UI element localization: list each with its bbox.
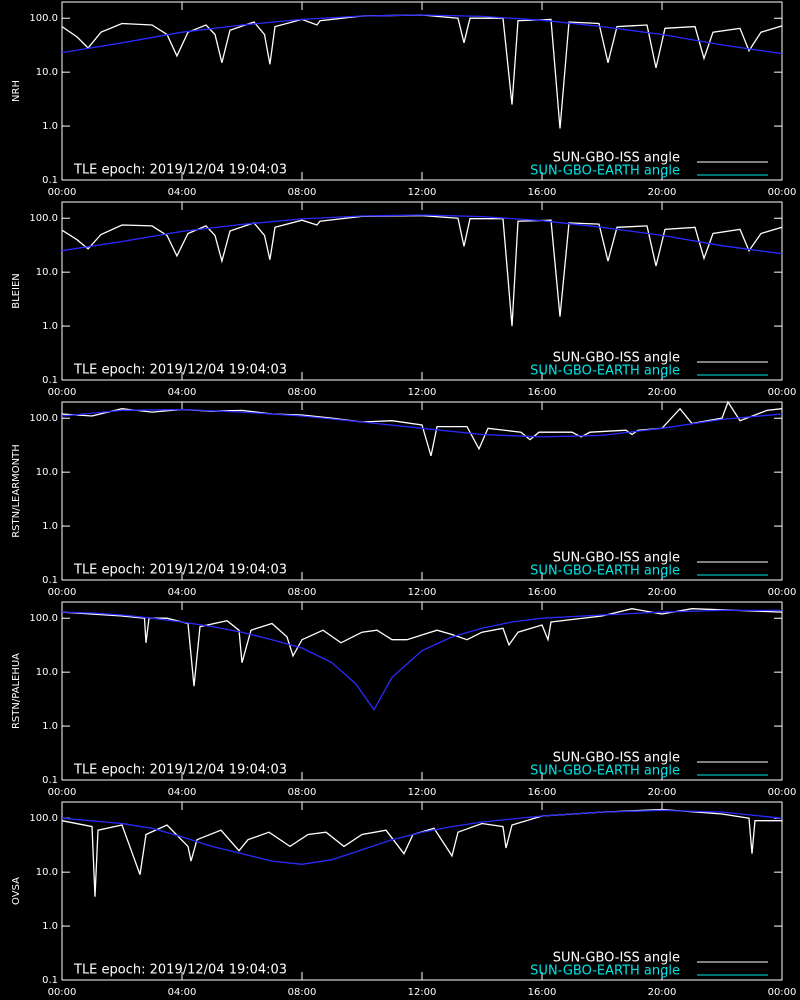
x-tick-label: 08:00 — [288, 787, 317, 798]
y-axis-label: NRH — [11, 80, 22, 102]
y-tick-label: 1.0 — [42, 321, 58, 332]
series-line — [61, 14, 783, 55]
y-tick-label: 10.0 — [36, 467, 58, 478]
y-tick-label: 10.0 — [36, 667, 58, 678]
x-tick-label: 00:00 — [768, 587, 797, 598]
x-tick-label: 16:00 — [528, 987, 557, 998]
panel: 0.1 1.0 10.0 100.0 00:00 04:00 08:00 12:00 16:00… — [11, 1, 797, 198]
annotation: TLE epoch: 2019/12/04 19:04:03 — [73, 763, 287, 778]
y-tick-label: 10.0 — [36, 67, 58, 78]
x-tick-label: 12:00 — [408, 587, 437, 598]
legend-label: SUN-GBO-ISS angle — [553, 751, 680, 766]
series-line — [61, 808, 782, 897]
x-tick-label: 20:00 — [648, 187, 677, 198]
annotation: TLE epoch: 2019/12/04 19:04:03 — [73, 363, 287, 378]
x-tick-label: 08:00 — [288, 187, 317, 198]
x-tick-label: 08:00 — [288, 587, 317, 598]
panel: 0.1 1.0 10.0 100.0 00:00 04:00 08:00 12:00 16:00… — [11, 201, 797, 398]
y-tick-label: 0.1 — [42, 975, 58, 986]
series-line — [61, 214, 783, 327]
annotation: TLE epoch: 2019/12/04 19:04:03 — [73, 963, 287, 978]
x-tick-label: 16:00 — [528, 387, 557, 398]
x-tick-label: 04:00 — [168, 387, 197, 398]
x-tick-label: 12:00 — [408, 187, 437, 198]
y-tick-label: 100.0 — [29, 213, 58, 224]
series-line — [61, 809, 783, 865]
x-tick-label: 20:00 — [648, 387, 677, 398]
y-axis-label: RSTN/LEARMONTH — [11, 444, 22, 538]
panel: 0.1 1.0 10.0 100.0 00:00 04:00 08:00 12:00 16:00… — [11, 801, 797, 998]
x-tick-label: 12:00 — [408, 387, 437, 398]
x-tick-label: 00:00 — [768, 987, 797, 998]
series-line — [61, 400, 783, 457]
x-tick-label: 00:00 — [768, 387, 797, 398]
annotation: TLE epoch: 2019/12/04 19:04:03 — [73, 563, 287, 578]
x-tick-label: 20:00 — [648, 787, 677, 798]
y-axis-label: BLEIEN — [11, 273, 22, 309]
legend-label: SUN-GBO-ISS angle — [553, 951, 680, 966]
x-tick-label: 16:00 — [528, 787, 557, 798]
y-tick-label: 1.0 — [42, 521, 58, 532]
x-tick-label: 04:00 — [168, 187, 197, 198]
legend-label: SUN-GBO-EARTH angle — [530, 164, 680, 179]
x-tick-label: 08:00 — [288, 987, 317, 998]
y-tick-label: 0.1 — [42, 375, 58, 386]
x-tick-label: 00:00 — [48, 987, 77, 998]
x-tick-label: 12:00 — [408, 787, 437, 798]
x-tick-label: 00:00 — [48, 787, 77, 798]
y-axis-label: RSTN/PALEHUA — [11, 653, 22, 729]
x-tick-label: 08:00 — [288, 387, 317, 398]
x-tick-label: 04:00 — [168, 987, 197, 998]
series-line — [61, 214, 783, 255]
x-tick-label: 00:00 — [48, 587, 77, 598]
x-tick-label: 00:00 — [768, 187, 797, 198]
legend-label: SUN-GBO-ISS angle — [553, 351, 680, 366]
x-tick-label: 20:00 — [648, 587, 677, 598]
y-tick-label: 100.0 — [29, 413, 58, 424]
legend-label: SUN-GBO-ISS angle — [553, 551, 680, 566]
series-line — [61, 609, 782, 712]
x-tick-label: 04:00 — [168, 787, 197, 798]
annotation: TLE epoch: 2019/12/04 19:04:03 — [73, 163, 287, 178]
x-tick-label: 16:00 — [528, 587, 557, 598]
x-tick-label: 16:00 — [528, 187, 557, 198]
series-line — [61, 608, 783, 687]
y-tick-label: 100.0 — [29, 13, 58, 24]
y-tick-label: 1.0 — [42, 921, 58, 932]
series-line — [61, 14, 783, 129]
x-tick-label: 12:00 — [408, 987, 437, 998]
x-tick-label: 20:00 — [648, 987, 677, 998]
legend-label: SUN-GBO-EARTH angle — [530, 764, 680, 779]
y-tick-label: 1.0 — [42, 121, 58, 132]
series-line — [61, 408, 783, 438]
y-tick-label: 0.1 — [42, 775, 58, 786]
y-tick-label: 0.1 — [42, 575, 58, 586]
y-tick-label: 10.0 — [36, 867, 58, 878]
y-tick-label: 1.0 — [42, 721, 58, 732]
legend-label: SUN-GBO-EARTH angle — [530, 364, 680, 379]
x-tick-label: 04:00 — [168, 587, 197, 598]
x-tick-label: 00:00 — [768, 787, 797, 798]
x-tick-label: 00:00 — [48, 387, 77, 398]
y-tick-label: 100.0 — [29, 813, 58, 824]
y-tick-label: 100.0 — [29, 613, 58, 624]
legend-label: SUN-GBO-EARTH angle — [530, 964, 680, 979]
y-tick-label: 0.1 — [42, 175, 58, 186]
legend-label: SUN-GBO-EARTH angle — [530, 564, 680, 579]
y-axis-label: OVSA — [11, 877, 22, 905]
x-tick-label: 00:00 — [48, 187, 77, 198]
panel: 0.1 1.0 10.0 100.0 00:00 04:00 08:00 12:00 16:00… — [11, 400, 797, 598]
y-tick-label: 10.0 — [36, 267, 58, 278]
legend-label: SUN-GBO-ISS angle — [553, 151, 680, 166]
panel: 0.1 1.0 10.0 100.0 00:00 04:00 08:00 12:00 16:00… — [11, 601, 797, 798]
